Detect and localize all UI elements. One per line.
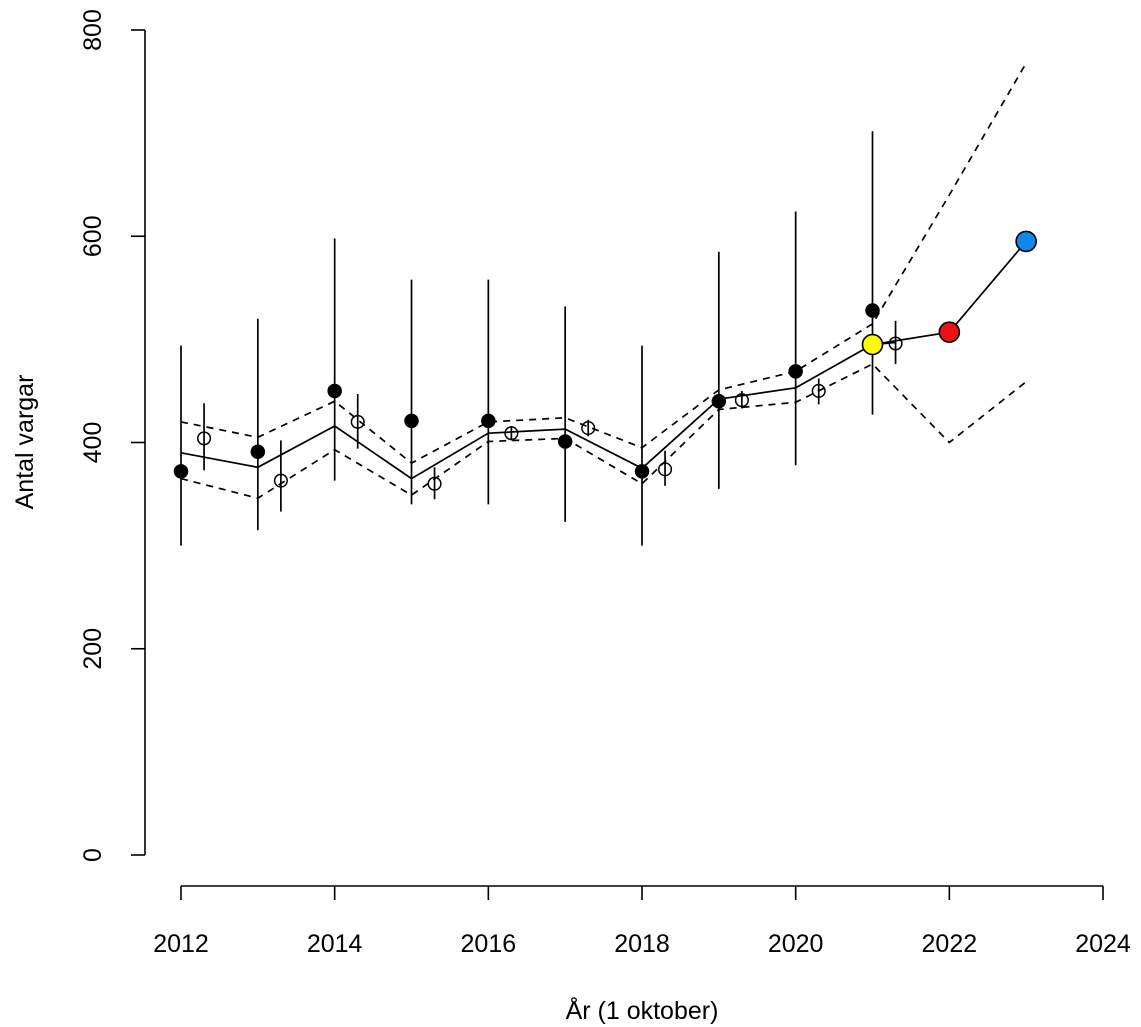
- highlight-point: [938, 321, 961, 343]
- model-point: [197, 431, 212, 446]
- x-tick-label: 2016: [461, 930, 517, 958]
- highlight-point: [861, 333, 884, 356]
- x-tick-label: 2014: [307, 930, 363, 958]
- plot-lines-layer: [180, 62, 1027, 500]
- tick-layer: 2012 2014 2016 2018 2020 2022 2024 0 200 400 600 80…: [79, 9, 1131, 958]
- data-points-layer: [173, 230, 1037, 491]
- census-point: [173, 464, 189, 479]
- axes-layer: [144, 30, 1103, 887]
- census-point: [788, 364, 803, 379]
- x-tick-label: 2024: [1075, 930, 1131, 958]
- y-axis-title: Antal vargar: [11, 375, 39, 510]
- model-point: [504, 426, 519, 441]
- model-point: [888, 336, 903, 351]
- model-point: [273, 473, 288, 488]
- y-tick-label: 0: [79, 848, 107, 862]
- census-point: [634, 464, 650, 479]
- x-tick-label: 2020: [768, 930, 824, 958]
- y-tick-label: 400: [79, 422, 107, 464]
- census-point: [327, 383, 342, 399]
- model-point: [427, 476, 442, 491]
- model-point: [581, 421, 596, 436]
- confidence-band-line: [180, 363, 1027, 500]
- y-tick-label: 800: [79, 9, 107, 51]
- x-tick-label: 2012: [153, 930, 209, 958]
- census-point: [481, 413, 496, 429]
- model-point: [658, 462, 673, 477]
- census-point: [404, 413, 419, 429]
- confidence-band-line: [180, 62, 1027, 465]
- model-point: [350, 414, 365, 429]
- y-tick-label: 200: [79, 628, 107, 670]
- estimate-line: [180, 341, 896, 480]
- y-tick-label: 600: [79, 215, 107, 257]
- model-point: [734, 393, 749, 408]
- census-point: [711, 394, 727, 409]
- x-tick-label: 2018: [614, 930, 670, 958]
- census-point: [250, 444, 266, 460]
- highlight-point: [1015, 230, 1037, 253]
- census-point: [557, 434, 573, 449]
- x-tick-label: 2022: [922, 930, 978, 958]
- model-point: [811, 383, 826, 398]
- interval-bars-layer: [180, 131, 897, 546]
- x-axis-title: År (1 oktober): [566, 995, 719, 1025]
- census-point: [865, 303, 880, 318]
